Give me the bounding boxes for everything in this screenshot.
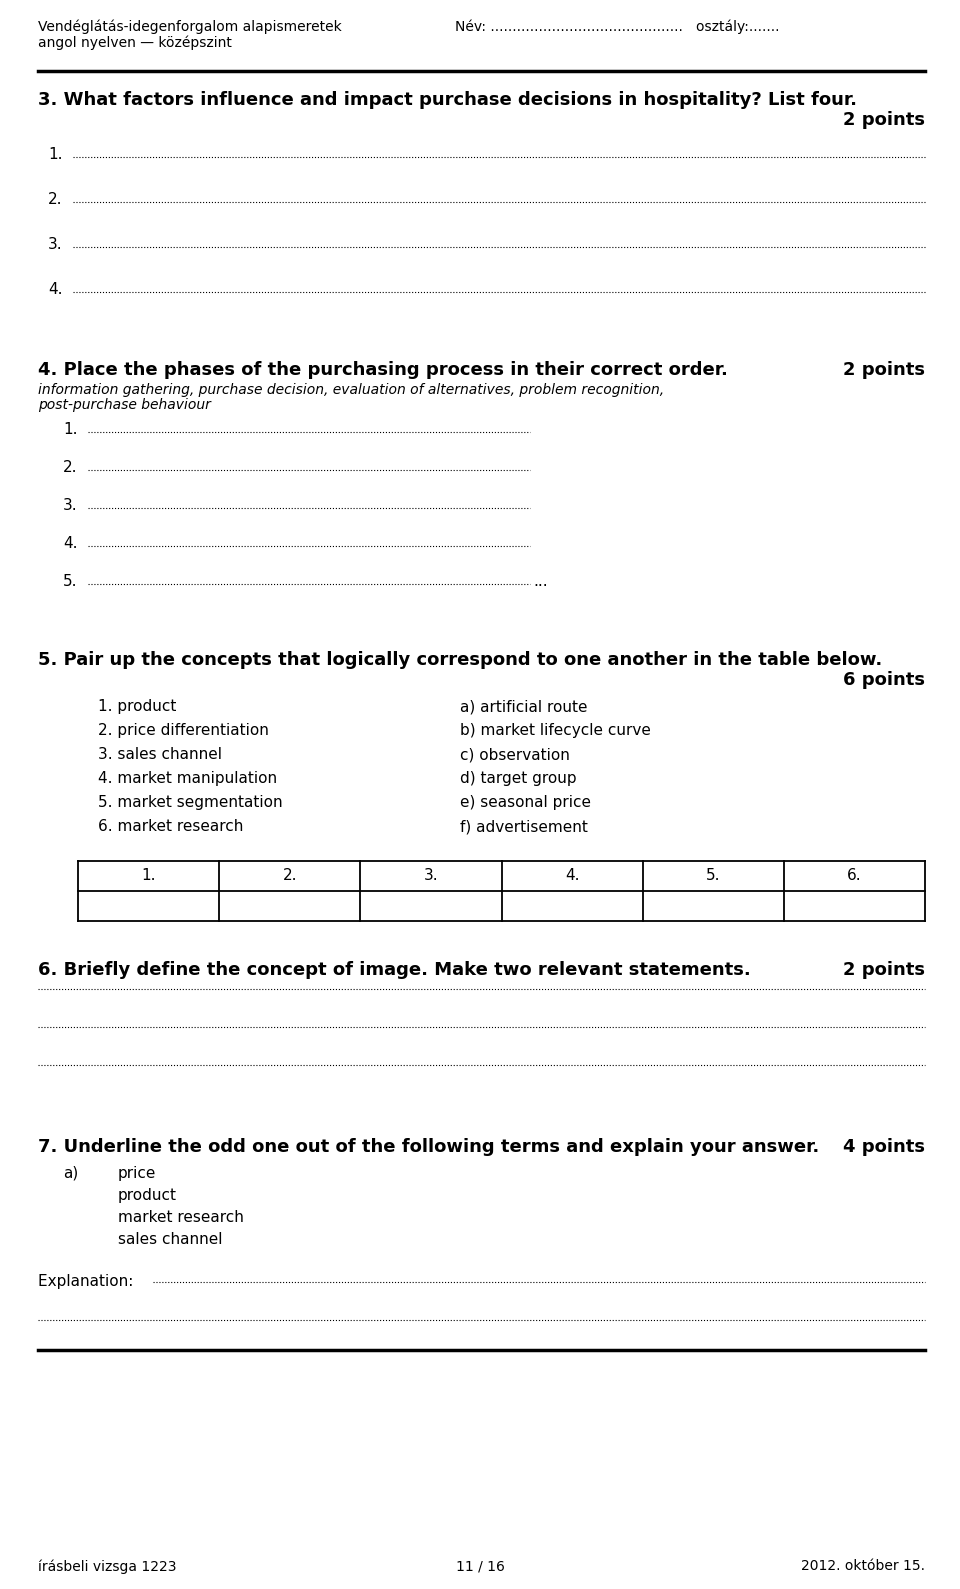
Text: 4. market manipulation: 4. market manipulation: [98, 771, 277, 787]
Text: 2 points: 2 points: [843, 961, 925, 979]
Text: 11 / 16: 11 / 16: [456, 1559, 504, 1573]
Text: 3.: 3.: [423, 869, 438, 883]
Text: 2 points: 2 points: [843, 361, 925, 380]
Text: market research: market research: [118, 1209, 244, 1225]
Text: 3. sales channel: 3. sales channel: [98, 747, 222, 763]
Text: 2.: 2.: [48, 192, 62, 207]
Text: c) observation: c) observation: [460, 747, 570, 763]
Text: 4.: 4.: [564, 869, 579, 883]
Text: angol nyelven — középszint: angol nyelven — középszint: [38, 37, 232, 51]
Text: 1.: 1.: [141, 869, 156, 883]
Text: a) artificial route: a) artificial route: [460, 699, 588, 713]
Text: b) market lifecycle curve: b) market lifecycle curve: [460, 723, 651, 737]
Text: Vendéglátás-idegenforgalom alapismeretek: Vendéglátás-idegenforgalom alapismeretek: [38, 19, 342, 33]
Text: 5.: 5.: [63, 574, 78, 590]
Text: Explanation:: Explanation:: [38, 1274, 138, 1289]
Text: 5.: 5.: [706, 869, 721, 883]
Text: 1.: 1.: [48, 148, 62, 162]
Text: 4.: 4.: [48, 281, 62, 297]
Text: írásbeli vizsga 1223: írásbeli vizsga 1223: [38, 1559, 177, 1573]
Text: 2 points: 2 points: [843, 111, 925, 129]
Text: 2.: 2.: [63, 459, 78, 475]
Text: 6. Briefly define the concept of image. Make two relevant statements.: 6. Briefly define the concept of image. …: [38, 961, 751, 979]
Text: 6 points: 6 points: [843, 671, 925, 690]
Text: sales channel: sales channel: [118, 1231, 223, 1247]
Text: 5. Pair up the concepts that logically correspond to one another in the table be: 5. Pair up the concepts that logically c…: [38, 651, 882, 669]
Text: f) advertisement: f) advertisement: [460, 818, 588, 834]
Text: 1. product: 1. product: [98, 699, 177, 713]
Text: 1.: 1.: [63, 423, 78, 437]
Text: 3.: 3.: [48, 237, 62, 253]
Text: 6.: 6.: [847, 869, 862, 883]
Text: 7. Underline the odd one out of the following terms and explain your answer.: 7. Underline the odd one out of the foll…: [38, 1138, 819, 1157]
Text: 2012. október 15.: 2012. október 15.: [801, 1559, 925, 1573]
Text: price: price: [118, 1166, 156, 1181]
Text: post-purchase behaviour: post-purchase behaviour: [38, 397, 211, 412]
Text: 6. market research: 6. market research: [98, 818, 244, 834]
Text: 3.: 3.: [63, 497, 78, 513]
Text: 2.: 2.: [282, 869, 297, 883]
Text: 2. price differentiation: 2. price differentiation: [98, 723, 269, 737]
Text: 5. market segmentation: 5. market segmentation: [98, 794, 282, 810]
Text: Név: ............................................   osztály:.......: Név: ...................................…: [455, 19, 780, 33]
Text: 3. What factors influence and impact purchase decisions in hospitality? List fou: 3. What factors influence and impact pur…: [38, 91, 857, 110]
Text: 4.: 4.: [63, 535, 78, 551]
Text: d) target group: d) target group: [460, 771, 577, 787]
Text: product: product: [118, 1189, 177, 1203]
Text: information gathering, purchase decision, evaluation of alternatives, problem re: information gathering, purchase decision…: [38, 383, 664, 397]
Text: e) seasonal price: e) seasonal price: [460, 794, 591, 810]
Text: ...: ...: [533, 574, 547, 590]
Text: a): a): [63, 1166, 79, 1181]
Text: 4 points: 4 points: [843, 1138, 925, 1157]
Text: 4. Place the phases of the purchasing process in their correct order.: 4. Place the phases of the purchasing pr…: [38, 361, 728, 380]
